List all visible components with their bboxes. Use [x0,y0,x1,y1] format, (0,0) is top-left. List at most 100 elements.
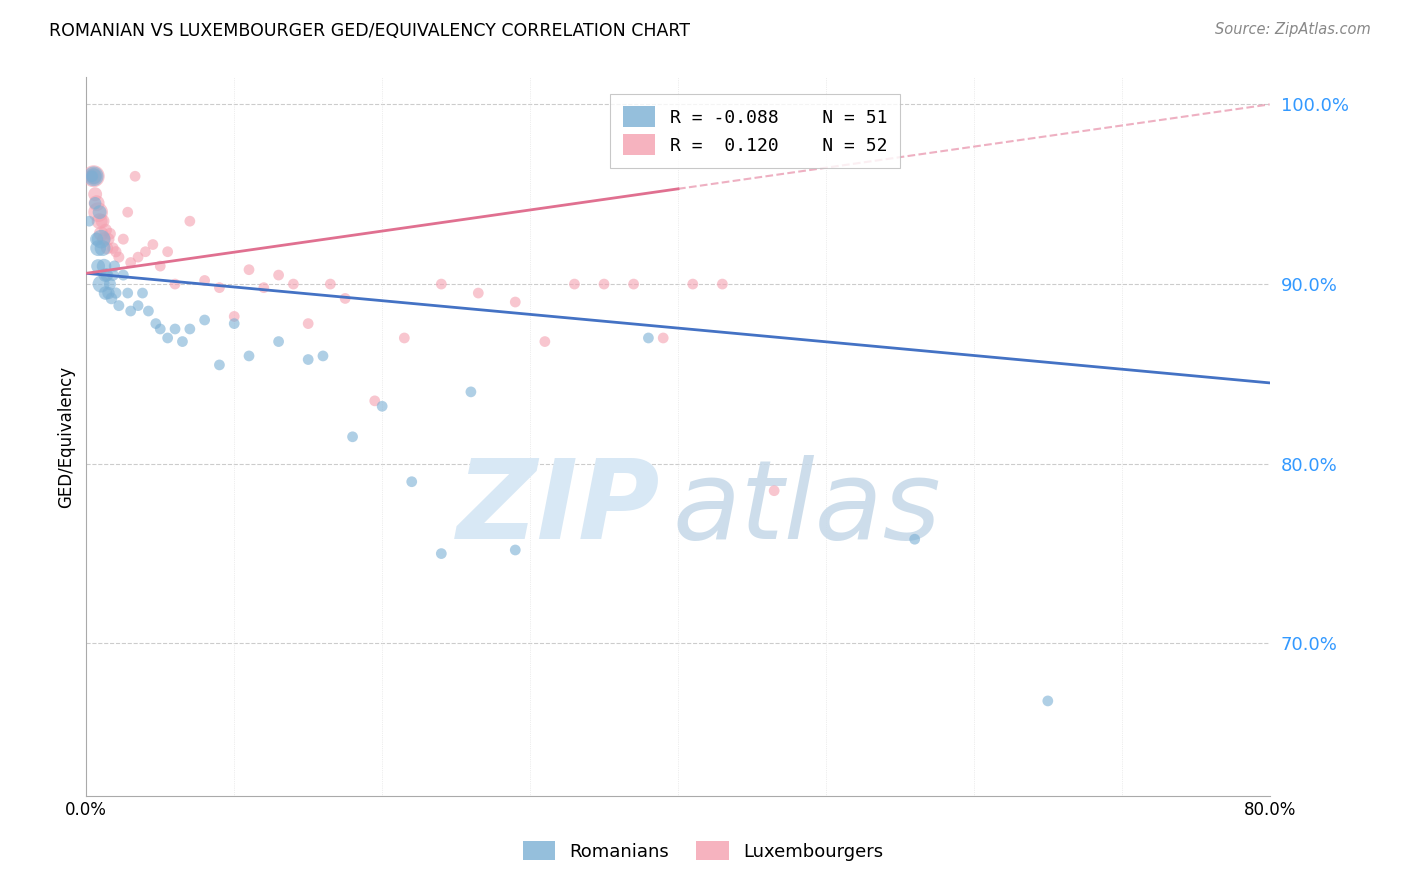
Point [172,334,194,349]
Point [96,241,118,255]
Point [503,543,526,558]
Point [208,358,231,372]
Point [120,304,142,318]
Point [145,317,167,331]
Point [682,277,704,291]
Point [108,299,131,313]
Point [98,277,121,291]
Point [467,286,489,301]
Point [103,259,125,273]
Point [87,259,110,273]
Point [149,259,172,273]
Point [117,286,139,301]
Point [208,280,231,294]
Point [104,244,127,259]
Point [165,277,187,291]
Point [83,169,105,184]
Point [179,214,201,228]
Point [131,286,153,301]
Point [224,310,246,324]
Point [333,292,356,306]
Legend: R = -0.088    N = 51, R =  0.120    N = 52: R = -0.088 N = 51, R = 0.120 N = 52 [610,94,900,168]
Point [90,227,112,241]
Point [94,223,117,237]
Point [86,232,108,246]
Point [93,259,115,273]
Point [93,232,115,246]
Point [77,214,100,228]
Point [430,277,453,291]
Point [94,286,117,301]
Point [283,277,305,291]
Point [87,205,110,219]
Point [96,268,118,282]
Legend: Romanians, Luxembourgers: Romanians, Luxembourgers [513,832,893,870]
Point [90,232,112,246]
Point [89,205,111,219]
Point [98,227,121,241]
Point [84,187,107,202]
Point [194,273,217,287]
Point [134,244,156,259]
Point [312,349,335,363]
Point [267,268,290,282]
Point [127,299,149,313]
Point [101,241,124,255]
Point [238,262,260,277]
Point [904,533,927,547]
Point [267,334,290,349]
Point [91,241,114,255]
Point [224,317,246,331]
Point [84,196,107,211]
Point [623,277,645,291]
Point [104,286,127,301]
Point [82,169,104,184]
Point [194,313,217,327]
Y-axis label: GED/Equivalency: GED/Equivalency [58,366,75,508]
Point [156,331,179,345]
Point [149,322,172,336]
Point [89,214,111,228]
Point [86,196,108,211]
Point [394,331,416,345]
Point [112,268,135,282]
Point [179,322,201,336]
Point [342,430,364,444]
Point [1036,694,1059,708]
Point [94,268,117,282]
Point [112,232,135,246]
Point [371,399,394,413]
Point [120,255,142,269]
Point [711,277,734,291]
Point [238,349,260,363]
Point [297,352,319,367]
Point [91,214,114,228]
Point [87,241,110,255]
Point [100,292,122,306]
Point [364,393,387,408]
Point [101,268,124,282]
Point [138,304,160,318]
Point [319,277,342,291]
Point [253,280,276,294]
Point [165,322,187,336]
Point [156,244,179,259]
Point [460,384,482,399]
Point [564,277,586,291]
Point [593,277,616,291]
Point [763,483,786,498]
Point [124,169,146,184]
Point [83,169,105,184]
Point [82,169,104,184]
Point [80,169,103,184]
Point [503,295,526,310]
Point [534,334,557,349]
Text: atlas: atlas [672,455,941,562]
Point [142,237,165,252]
Point [430,547,453,561]
Point [117,205,139,219]
Point [83,169,105,184]
Text: ROMANIAN VS LUXEMBOURGER GED/EQUIVALENCY CORRELATION CHART: ROMANIAN VS LUXEMBOURGER GED/EQUIVALENCY… [49,22,690,40]
Point [108,250,131,264]
Point [652,331,675,345]
